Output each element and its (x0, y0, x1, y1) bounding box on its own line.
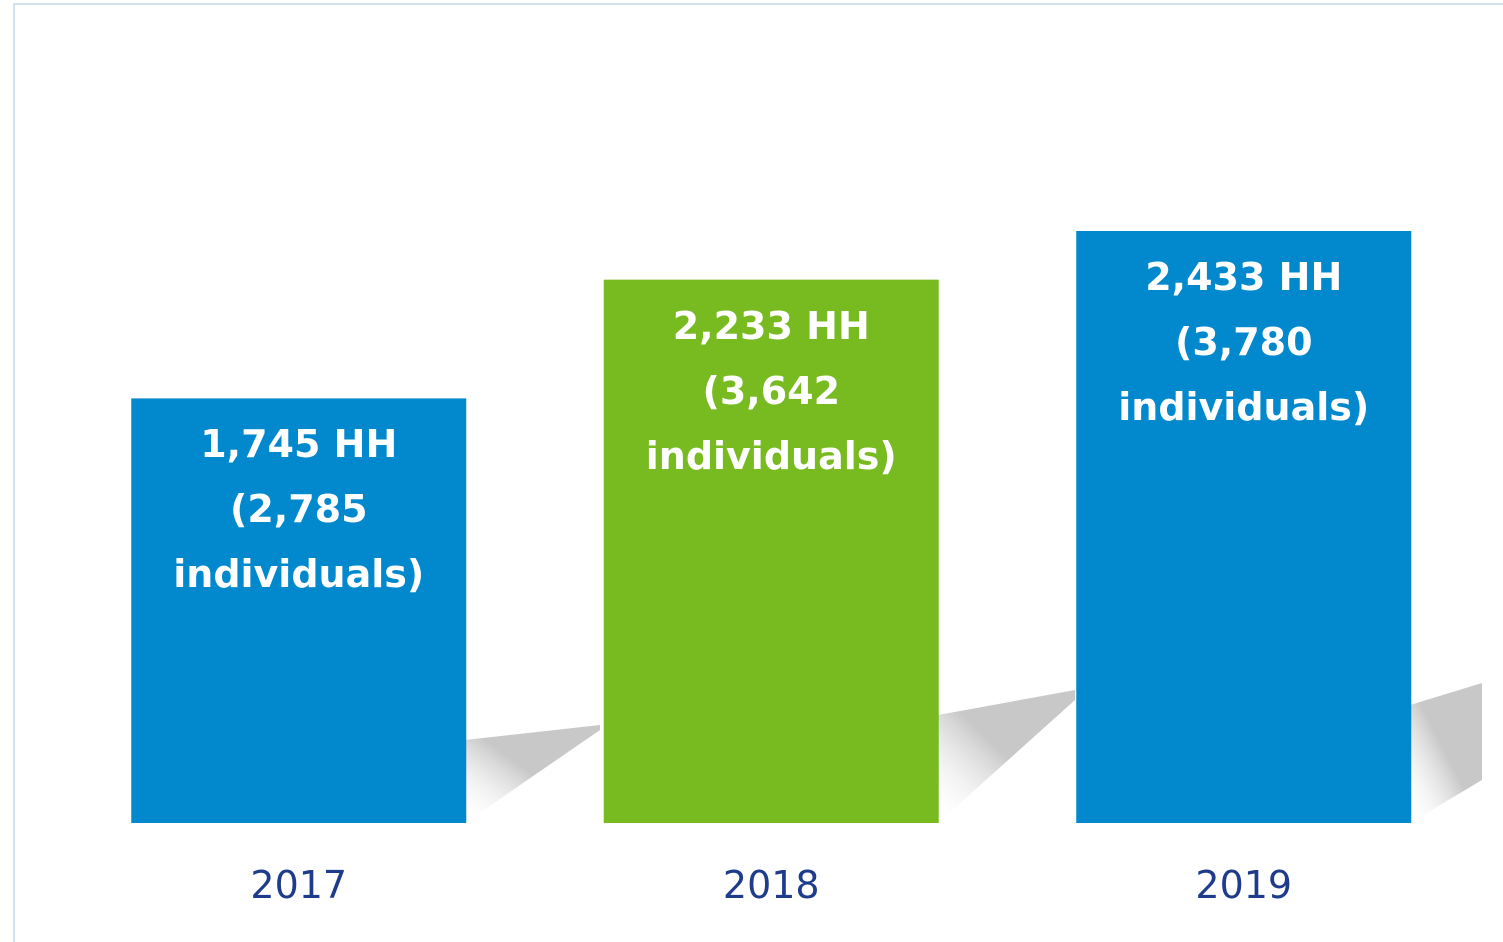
x-tick-label: 2019 (1195, 863, 1293, 907)
bar (603, 279, 939, 824)
data-label: 1,745 HH (2,785 individuals) (173, 422, 425, 597)
data-label: 2,433 HH (3,780 individuals) (1118, 255, 1370, 429)
bar-shadow (465, 725, 600, 823)
frame (13, 3, 1503, 942)
bar (131, 398, 467, 823)
bar-shadow (1410, 683, 1482, 823)
bar-shadow (938, 690, 1075, 823)
bar (1076, 231, 1412, 823)
x-tick-label: 2018 (722, 863, 820, 907)
data-label: 2,233 HH (3,642 individuals) (645, 303, 897, 478)
x-tick-label: 2017 (250, 863, 348, 907)
